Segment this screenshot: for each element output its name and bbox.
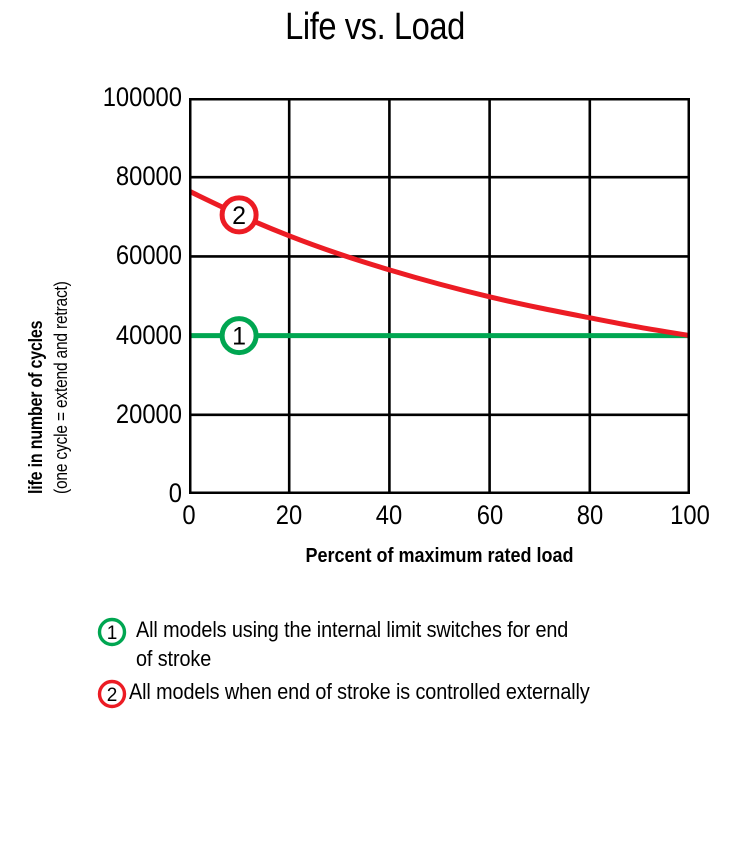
legend-item: 1 All models using the internal limit sw… [96, 615, 750, 673]
x-tick-label: 60 [476, 500, 503, 530]
x-tick-label: 40 [376, 500, 403, 530]
legend-item-label: All models when end of stroke is control… [129, 679, 590, 704]
legend-item: 2 All models when end of stroke is contr… [96, 677, 750, 709]
curve-annotation-circle-1 [219, 316, 259, 356]
y-axis-title-line1: life in number of cycles [26, 320, 47, 494]
curve-annotation-circle-2 [219, 195, 259, 235]
axis-frame [189, 98, 690, 494]
y-tick-label: 80000 [115, 161, 182, 192]
plot-area: 12 [189, 98, 690, 494]
x-tick-label: 100 [670, 500, 710, 530]
x-axis-title: Percent of maximum rated load [305, 545, 574, 567]
gridlines [189, 98, 690, 494]
y-tick-label: 100000 [102, 82, 182, 112]
chart-title: Life vs. Load [285, 6, 465, 48]
curve-annotations: 12 [219, 195, 259, 356]
curve-annotation-label-2: 2 [232, 202, 246, 230]
y-tick-label: 20000 [115, 398, 182, 429]
data-series-line [189, 188, 690, 339]
y-tick-label: 40000 [115, 319, 182, 350]
y-axis-tick-labels: 100000 80000 60000 40000 20000 0 [58, 82, 182, 508]
legend-marker-2-label: 2 [107, 685, 118, 706]
legend-marker-1-label: 1 [107, 623, 118, 644]
chart-legend: 1 All models using the internal limit sw… [96, 615, 750, 713]
y-tick-label: 0 [168, 478, 182, 508]
data-series-layer [189, 188, 690, 339]
curve-annotation-label-1: 1 [232, 323, 246, 351]
x-tick-label: 20 [275, 500, 303, 530]
x-axis-tick-labels: 0 20 40 60 80 100 [182, 500, 709, 540]
y-tick-label: 60000 [115, 240, 182, 271]
legend-marker-2-icon: 2 [96, 678, 128, 710]
legend-marker-1-icon: 1 [96, 616, 128, 648]
x-tick-label: 80 [576, 500, 604, 530]
legend-item-label: All models using the internal limit swit… [136, 617, 569, 671]
x-tick-label: 0 [182, 500, 196, 530]
